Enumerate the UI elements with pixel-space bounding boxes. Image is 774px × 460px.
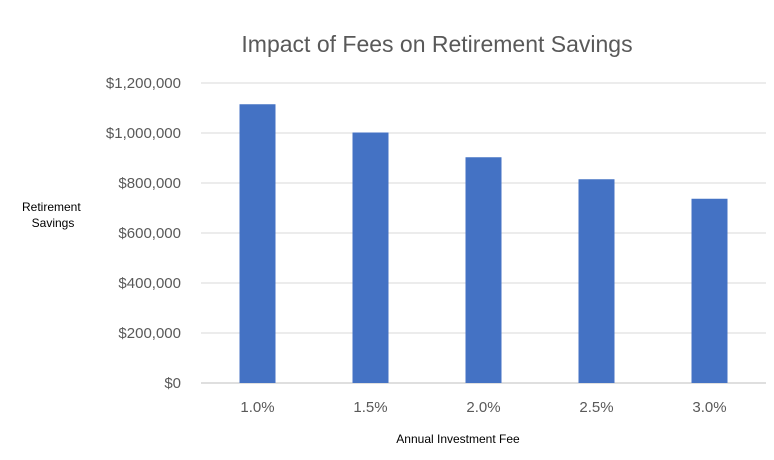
y-tick-label: $800,000	[118, 175, 181, 192]
x-axis-title: Annual Investment Fee	[396, 432, 520, 446]
y-tick-label: $1,200,000	[106, 75, 181, 92]
y-tick-label: $200,000	[118, 325, 181, 342]
y-tick-label: $600,000	[118, 225, 181, 242]
y-axis-title-line: Savings	[32, 216, 75, 230]
x-tick-label: 2.0%	[466, 399, 500, 416]
chart-title: Impact of Fees on Retirement Savings	[241, 31, 632, 57]
x-tick-label: 3.0%	[692, 399, 726, 416]
y-tick-label: $1,000,000	[106, 125, 181, 142]
x-tick-label: 1.0%	[240, 399, 274, 416]
y-axis-title-line: Retirement	[22, 200, 81, 214]
y-axis-ticks: $0 $200,000 $400,000 $600,000 $800,000 $1,000…	[106, 75, 181, 392]
x-tick-label: 1.5%	[353, 399, 387, 416]
y-axis-title: Retirement Savings	[22, 200, 84, 230]
y-tick-label: $0	[164, 375, 181, 392]
bar	[465, 157, 502, 383]
bar	[691, 198, 728, 383]
bar	[352, 132, 389, 383]
x-axis-ticks: 1.0% 1.5% 2.0% 2.5% 3.0%	[240, 399, 726, 416]
x-tick-label: 2.5%	[579, 399, 613, 416]
bar	[239, 104, 276, 383]
bar	[578, 179, 615, 383]
y-tick-label: $400,000	[118, 275, 181, 292]
bars	[239, 104, 728, 383]
